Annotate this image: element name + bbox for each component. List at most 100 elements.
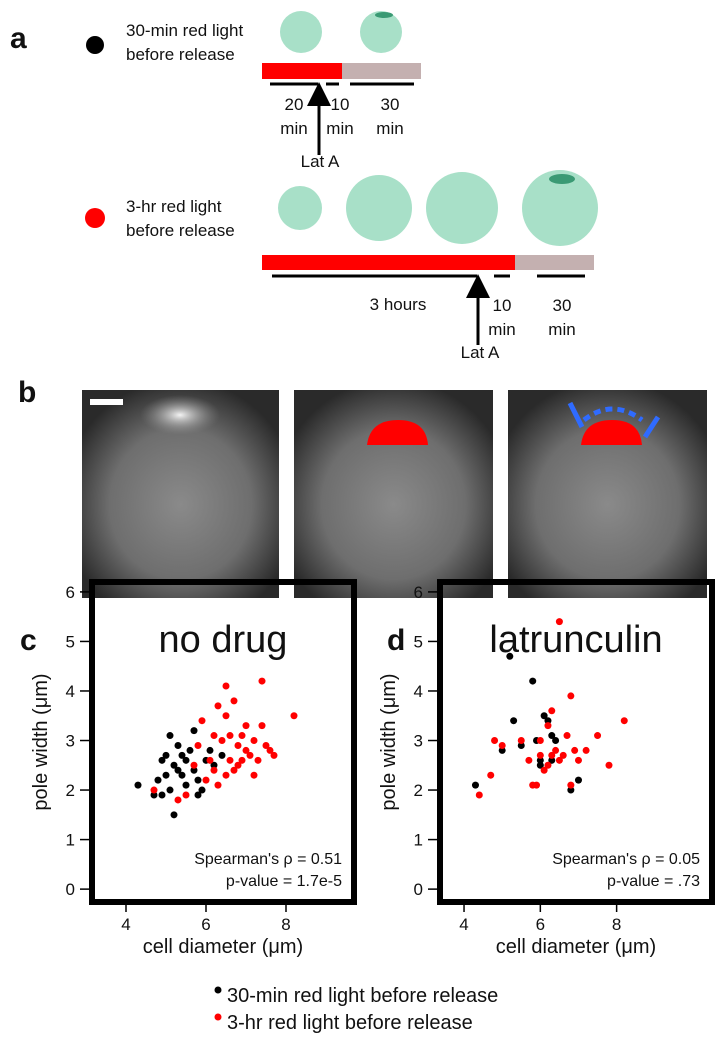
duration: min bbox=[280, 119, 307, 138]
point bbox=[536, 751, 544, 759]
point bbox=[242, 746, 250, 754]
point bbox=[555, 618, 563, 626]
point bbox=[582, 746, 590, 754]
legend-label: 3-hr red light before release bbox=[227, 1012, 473, 1034]
cell bbox=[346, 175, 412, 241]
point bbox=[210, 732, 218, 740]
point bbox=[150, 786, 158, 794]
label: before release bbox=[126, 45, 235, 64]
point bbox=[194, 791, 202, 799]
light-bar bbox=[262, 63, 342, 79]
cell bbox=[426, 172, 498, 244]
point bbox=[540, 766, 548, 774]
point bbox=[536, 756, 544, 764]
point bbox=[262, 741, 270, 749]
panel-label: a bbox=[10, 22, 27, 55]
point bbox=[158, 791, 166, 799]
label: 3-hr red light bbox=[126, 197, 222, 216]
cell bbox=[278, 186, 322, 230]
point bbox=[258, 677, 266, 685]
point bbox=[594, 732, 602, 740]
point bbox=[178, 751, 186, 759]
annotation: Spearman's ρ = 0.51 bbox=[194, 851, 342, 868]
y-tick-label: 2 bbox=[414, 781, 423, 800]
annotation: p-value = 1.7e-5 bbox=[226, 873, 342, 890]
panel-label: b bbox=[18, 376, 36, 409]
point bbox=[548, 707, 556, 715]
duration: 10 bbox=[493, 296, 512, 315]
point bbox=[506, 652, 514, 660]
y-tick-label: 0 bbox=[66, 880, 75, 899]
cell bbox=[522, 170, 598, 246]
point bbox=[552, 737, 560, 745]
plot-frame bbox=[89, 579, 357, 905]
micrograph bbox=[294, 390, 493, 598]
point bbox=[190, 761, 198, 769]
point bbox=[605, 761, 613, 769]
point bbox=[230, 766, 238, 774]
point bbox=[471, 781, 479, 789]
point bbox=[194, 741, 202, 749]
point bbox=[536, 761, 544, 769]
point bbox=[222, 682, 230, 690]
plot-frame bbox=[437, 579, 715, 905]
point bbox=[234, 741, 242, 749]
point bbox=[491, 737, 499, 745]
x-tick-label: 8 bbox=[612, 915, 621, 934]
point bbox=[574, 776, 582, 784]
x-axis-label: cell diameter (μm) bbox=[496, 936, 656, 958]
duration: min bbox=[326, 119, 353, 138]
point bbox=[510, 717, 518, 725]
point bbox=[170, 811, 178, 819]
y-tick-label: 6 bbox=[414, 583, 423, 602]
point bbox=[544, 717, 552, 725]
annotation: Spearman's ρ = 0.05 bbox=[552, 851, 700, 868]
y-tick-label: 2 bbox=[66, 781, 75, 800]
y-axis-label: pole width (μm) bbox=[30, 673, 52, 810]
point bbox=[574, 756, 582, 764]
label: 30-min red light bbox=[126, 21, 243, 40]
legend-label: 30-min red light before release bbox=[227, 985, 498, 1007]
point bbox=[552, 746, 560, 754]
point bbox=[250, 771, 258, 779]
x-tick-label: 4 bbox=[121, 915, 130, 934]
panel-label: c bbox=[20, 624, 37, 657]
point bbox=[206, 756, 214, 764]
chart-title: latrunculin bbox=[489, 619, 662, 661]
point bbox=[214, 702, 222, 710]
cell bbox=[360, 11, 402, 53]
point bbox=[544, 761, 552, 769]
point bbox=[218, 751, 226, 759]
legend-dot bbox=[85, 208, 105, 228]
y-tick-label: 5 bbox=[414, 632, 423, 651]
point bbox=[230, 697, 238, 705]
duration: min bbox=[548, 320, 575, 339]
durations: 20 min 10 min 30 min bbox=[280, 95, 403, 138]
point bbox=[498, 746, 506, 754]
legend-dot bbox=[86, 36, 104, 54]
micrograph bbox=[82, 390, 279, 598]
point bbox=[517, 741, 525, 749]
point bbox=[571, 746, 579, 754]
point bbox=[182, 756, 190, 764]
drug-label: Lat A bbox=[301, 152, 340, 171]
y-tick-label: 5 bbox=[66, 632, 75, 651]
point bbox=[242, 722, 250, 730]
duration: 20 bbox=[285, 95, 304, 114]
point bbox=[475, 791, 483, 799]
y-tick-label: 3 bbox=[66, 732, 75, 751]
point bbox=[567, 786, 575, 794]
point bbox=[246, 751, 254, 759]
y-tick-label: 3 bbox=[414, 732, 423, 751]
point bbox=[226, 732, 234, 740]
point bbox=[234, 761, 242, 769]
panel-label: d bbox=[387, 624, 405, 657]
point bbox=[250, 737, 258, 745]
point bbox=[158, 756, 166, 764]
point bbox=[174, 796, 182, 804]
point bbox=[290, 712, 298, 720]
point bbox=[210, 766, 218, 774]
point bbox=[254, 756, 262, 764]
point bbox=[174, 741, 182, 749]
point bbox=[529, 677, 537, 685]
